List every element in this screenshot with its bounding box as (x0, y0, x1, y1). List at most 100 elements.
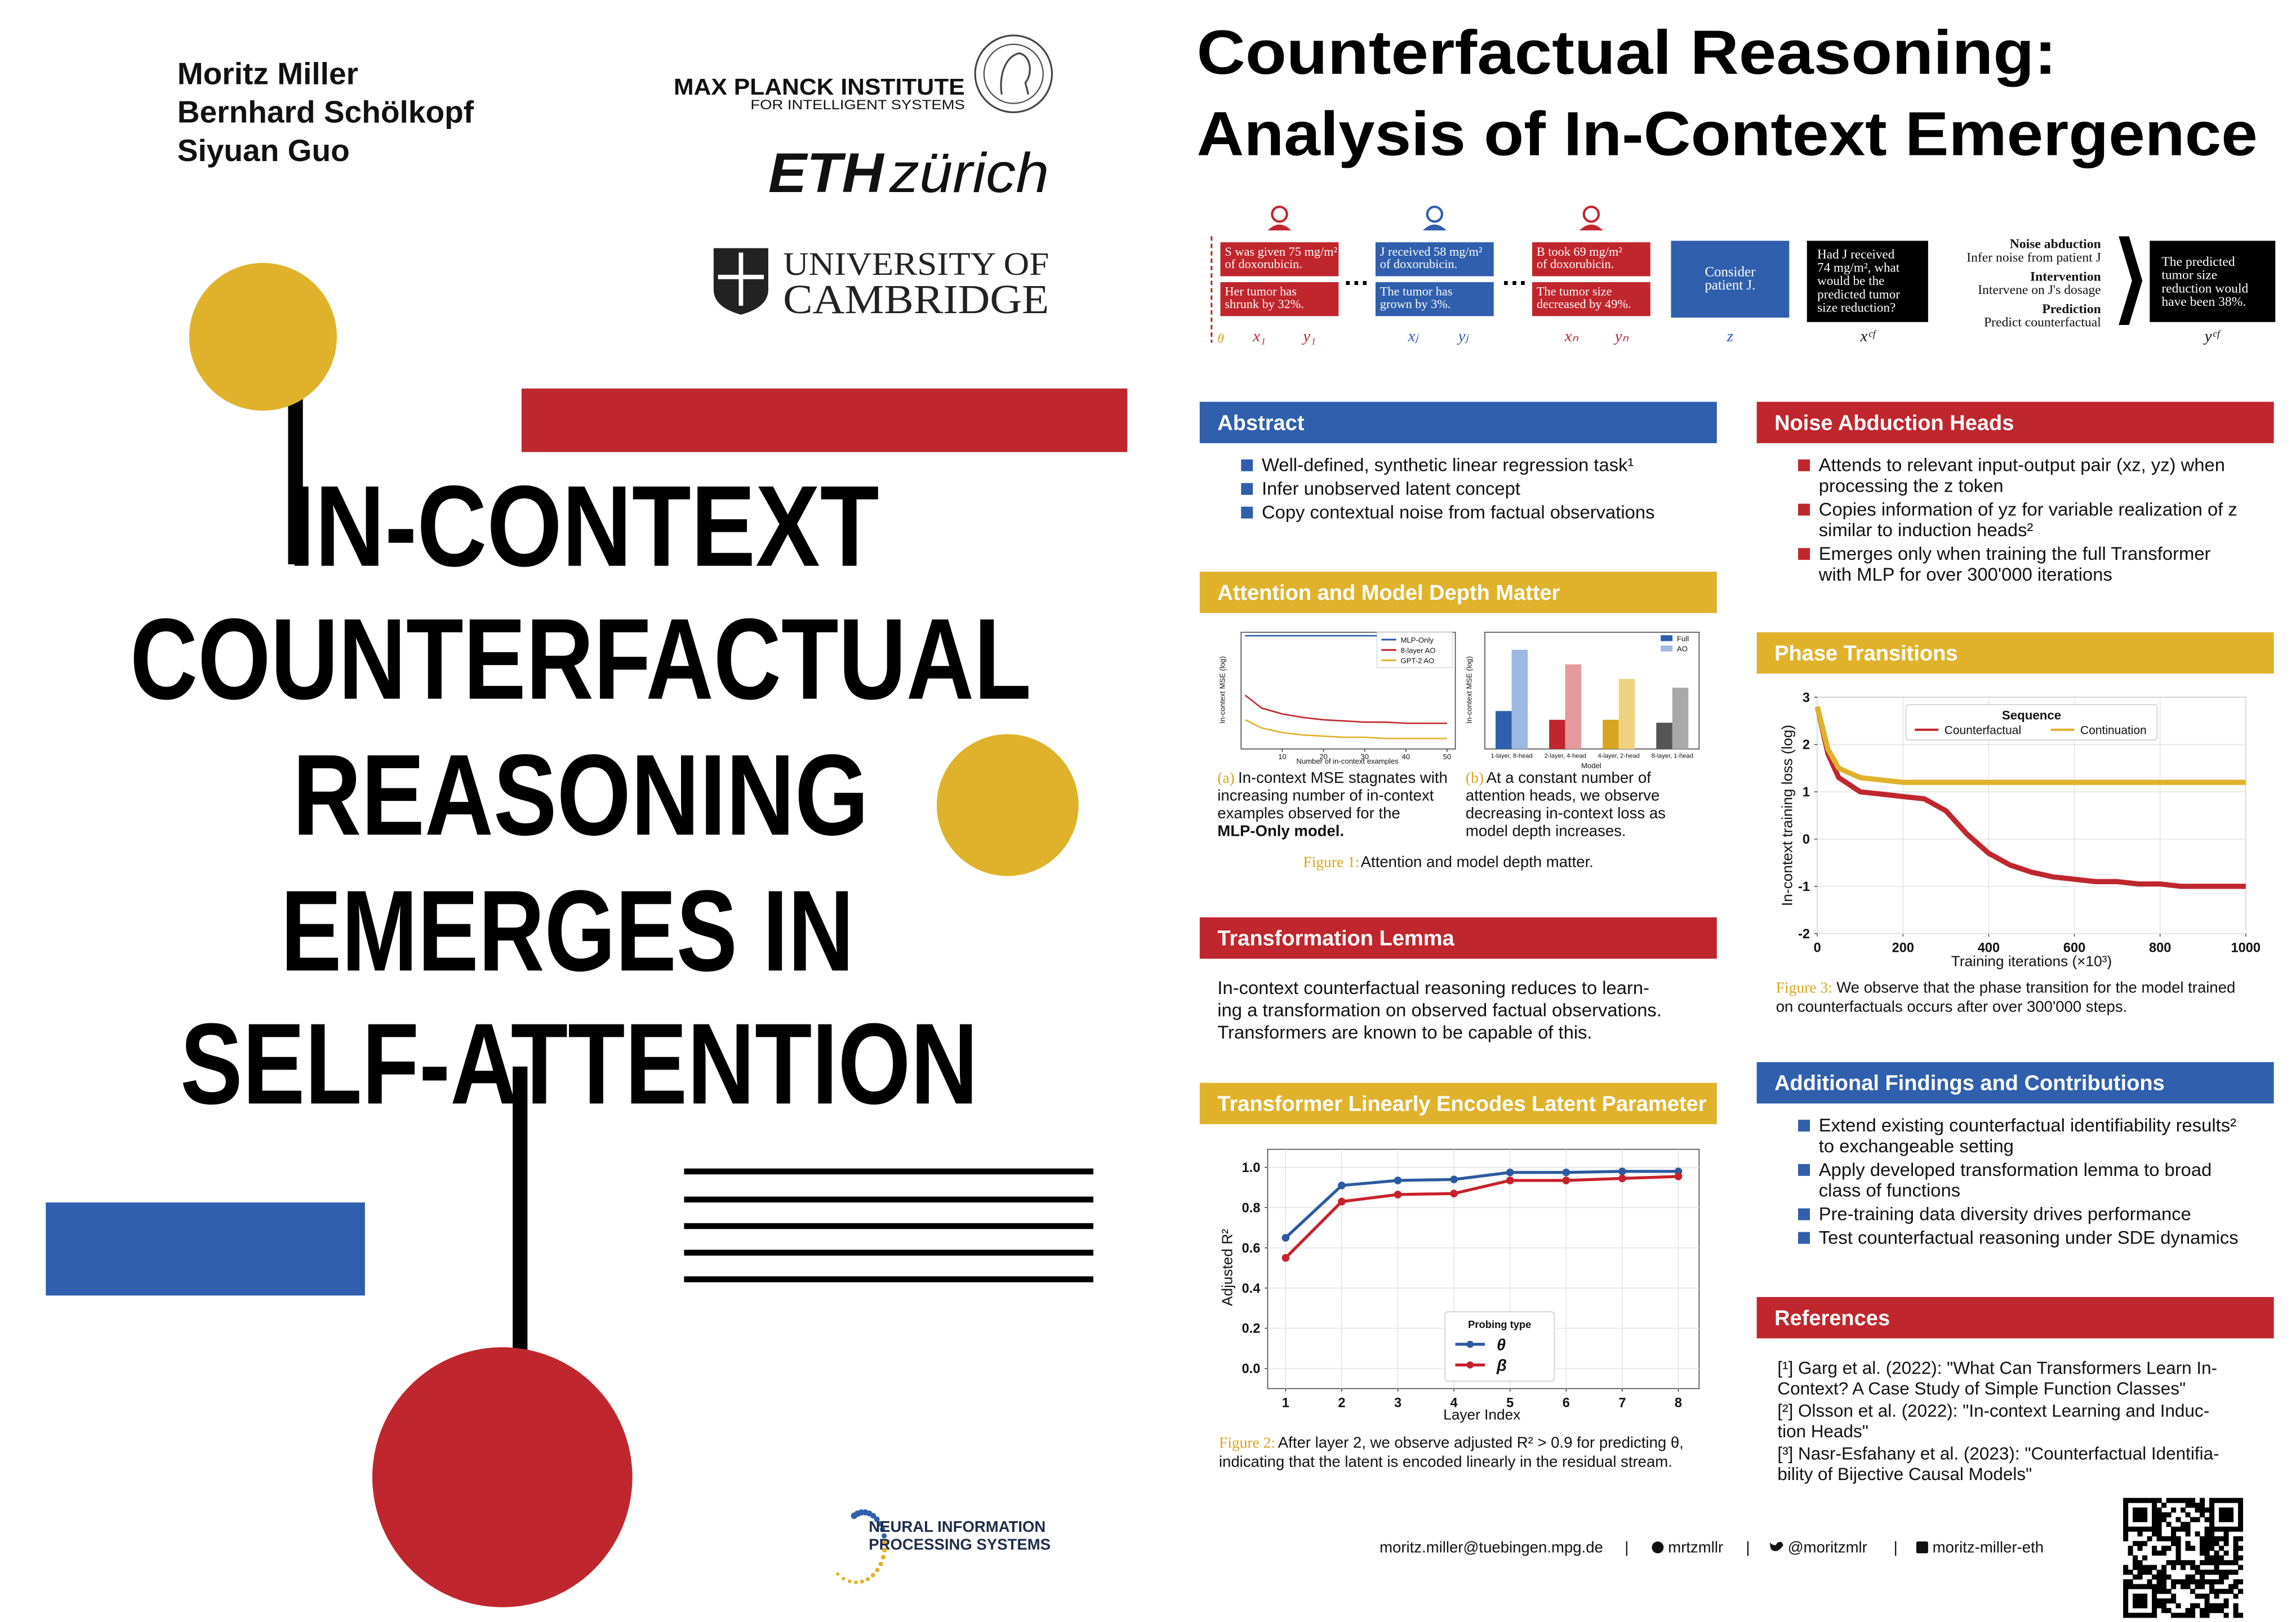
logo-text: CAMBRIDGE (783, 277, 1049, 322)
author: Siyuan Guo (177, 133, 350, 168)
logo-dot (874, 1516, 880, 1522)
deco-stripes (684, 1168, 1093, 1282)
qr-cell (2219, 1589, 2224, 1594)
qr-cell (2161, 1574, 2167, 1580)
qr-cell (2219, 1507, 2224, 1513)
y-tick-label: -2 (1798, 927, 1810, 942)
qr-cell (2152, 1550, 2157, 1556)
qr-cell (2200, 1512, 2205, 1518)
qr-cell (2123, 1498, 2129, 1503)
x-axis-label: Layer Index (1443, 1406, 1520, 1423)
qr-cell (2233, 1593, 2239, 1599)
qr-cell (2166, 1574, 2172, 1580)
deco-bar (521, 388, 1128, 452)
bullet (1241, 506, 1253, 519)
qr-cell (2147, 1526, 2152, 1532)
logo-dot (878, 1561, 883, 1566)
qr-cell (2123, 1593, 2129, 1599)
qr-cell (2204, 1555, 2210, 1561)
logo-text: PROCESSING SYSTEMS (869, 1535, 1051, 1553)
qr-cell (2185, 1612, 2191, 1618)
shield-cross (738, 252, 744, 306)
qr-cell (2209, 1522, 2215, 1527)
qr-cell (2161, 1603, 2167, 1608)
section-heading: Noise Abduction Heads (1774, 411, 2014, 435)
qr-cell (2137, 1584, 2143, 1589)
qr-cell (2137, 1565, 2143, 1570)
step-name: Intervention (2030, 269, 2101, 284)
qr-cell (2142, 1526, 2148, 1532)
box-text: 74 mg/m², what (1817, 260, 1900, 275)
qr-cell (2204, 1598, 2210, 1604)
bullet-text: to exchangeable setting (1819, 1135, 2014, 1156)
qr-cell (2142, 1498, 2148, 1503)
series-line (1244, 694, 1447, 724)
subcaption: At a constant number of (1487, 769, 1652, 786)
qr-cell (2200, 1550, 2205, 1556)
qr-cell (2128, 1612, 2133, 1618)
bullet-text: Attends to relevant input-output pair (x… (1819, 454, 2225, 475)
poster-title: REASONING (292, 731, 869, 859)
y-axis-label: In-context MSE (log) (1218, 656, 1226, 723)
qr-cell (2209, 1503, 2215, 1508)
qr-cell (2214, 1498, 2219, 1503)
footer-separator: | (1894, 1539, 1898, 1556)
qr-cell (2147, 1570, 2152, 1575)
qr-cell (2161, 1503, 2167, 1508)
qr-cell (2195, 1565, 2200, 1570)
qr-cell (2214, 1541, 2219, 1547)
logo-dot (877, 1521, 883, 1527)
qr-cell (2219, 1512, 2224, 1518)
footer-text: moritz-miller-eth (1933, 1539, 2044, 1556)
qr-cell (2152, 1565, 2157, 1570)
x-tick-label: 6 (1563, 1396, 1570, 1411)
qr-cell (2238, 1565, 2244, 1570)
qr-cell (2161, 1550, 2167, 1556)
bullet-text: Test counterfactual reasoning under SDE … (1819, 1227, 2239, 1248)
step-text: Predict counterfactual (1984, 315, 2101, 330)
qr-cell (2200, 1498, 2205, 1503)
bar (1656, 723, 1672, 749)
point (1618, 1174, 1626, 1183)
qr-cell (2200, 1612, 2205, 1618)
y-tick-label: 2 (1803, 738, 1810, 752)
fact-box (1532, 282, 1650, 317)
qr-cell (2223, 1498, 2229, 1503)
qr-cell (2238, 1612, 2244, 1618)
ellipsis: … (1501, 261, 1528, 291)
qr-cell (2223, 1507, 2229, 1513)
qr-cell (2238, 1545, 2244, 1551)
person-body (1579, 224, 1603, 231)
bar (1549, 720, 1565, 749)
bar (1511, 649, 1528, 749)
qr-cell (2156, 1574, 2162, 1580)
box-text: grown by 3%. (1380, 297, 1451, 311)
x-tick-label: 5 (1506, 1396, 1514, 1411)
legend-label: Counterfactual (1945, 724, 2021, 737)
qr-cell (2161, 1545, 2167, 1551)
section-heading: Transformation Lemma (1217, 927, 1454, 951)
qr-cell (2166, 1512, 2172, 1518)
section-header (1199, 917, 1717, 959)
qr-cell (2233, 1603, 2239, 1608)
qr-cell (2137, 1560, 2143, 1566)
qr-cell (2142, 1565, 2148, 1570)
box-text: size reduction? (1817, 300, 1895, 314)
legend-label: AO (1677, 645, 1688, 653)
qr-cell (2200, 1541, 2205, 1547)
x-tick-label: 40 (1402, 752, 1410, 761)
box-text: would be the (1817, 273, 1884, 288)
step-text: Intervene on J's dosage (1978, 283, 2101, 297)
section-header (1199, 572, 1717, 613)
qr-cell (2161, 1579, 2167, 1585)
y-axis-label: Adjusted R² (1219, 1229, 1236, 1306)
caption: indicating that the latent is encoded li… (1219, 1453, 1672, 1471)
y-tick-label: 0.0 (1242, 1362, 1261, 1376)
qr-cell (2171, 1579, 2177, 1585)
y-tick-label: -1 (1798, 880, 1810, 894)
qr-cell (2171, 1598, 2177, 1604)
qr-cell (2137, 1593, 2143, 1599)
caption: We observe that the phase transition for… (1836, 979, 2235, 996)
legend-label: 8-layer AO (1401, 646, 1436, 654)
x-axis-label: Training iterations (×10³) (1951, 952, 2112, 969)
